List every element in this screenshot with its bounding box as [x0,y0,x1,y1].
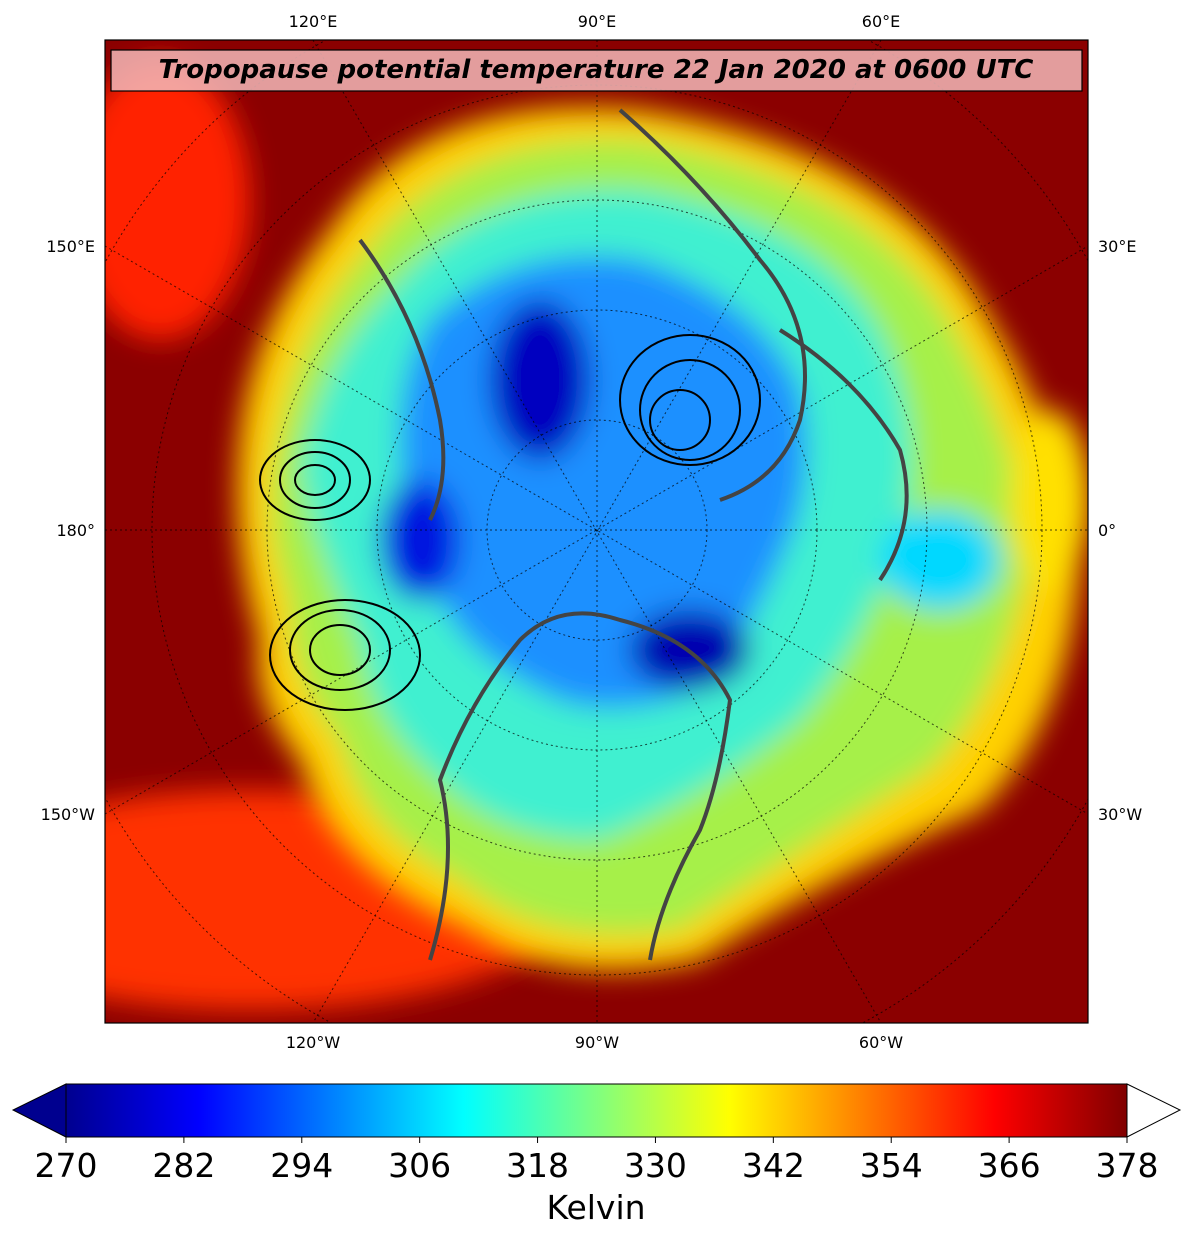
colorbar-tick-label: 366 [978,1146,1041,1185]
lon-label: 60°E [862,12,900,31]
colorbar-tick-label: 282 [152,1146,215,1185]
colorbar-tick-label: 378 [1096,1146,1159,1185]
title-box [110,49,1083,92]
colorbar-label: Kelvin [546,1188,645,1227]
colorbar-tick-label: 270 [35,1146,98,1185]
map-frame [104,39,1089,1024]
colorbar-tick-label: 318 [506,1146,569,1185]
colorbar-tick-label: 306 [388,1146,451,1185]
lon-label: 30°E [1098,237,1136,256]
colorbar-tick-label: 294 [270,1146,333,1185]
colorbar-tick-label: 342 [742,1146,805,1185]
map-title: Tropopause potential temperature 22 Jan … [159,55,1034,85]
colorbar-tick-label: 330 [624,1146,687,1185]
graticule [105,40,1088,1023]
lon-label: 60°W [859,1033,903,1052]
colorbar-extend-low [11,1083,67,1138]
lon-label: 150°W [41,805,96,824]
coastlines [358,108,909,961]
colorbar [11,1083,1182,1138]
lon-label: 30°W [1098,805,1142,824]
lon-label: 150°E [46,237,95,256]
pressure-contours [259,334,761,711]
lon-label: 120°E [289,12,338,31]
lon-label: 0° [1098,521,1116,540]
lon-label: 90°W [575,1033,619,1052]
map [105,40,1088,1023]
lon-label: 180° [56,521,95,540]
lon-label: 120°W [286,1033,341,1052]
colorbar-tick-label: 354 [860,1146,923,1185]
colorbar-extend-high [1126,1083,1182,1138]
lon-label: 90°E [578,12,616,31]
colorbar-scale [65,1083,1128,1138]
